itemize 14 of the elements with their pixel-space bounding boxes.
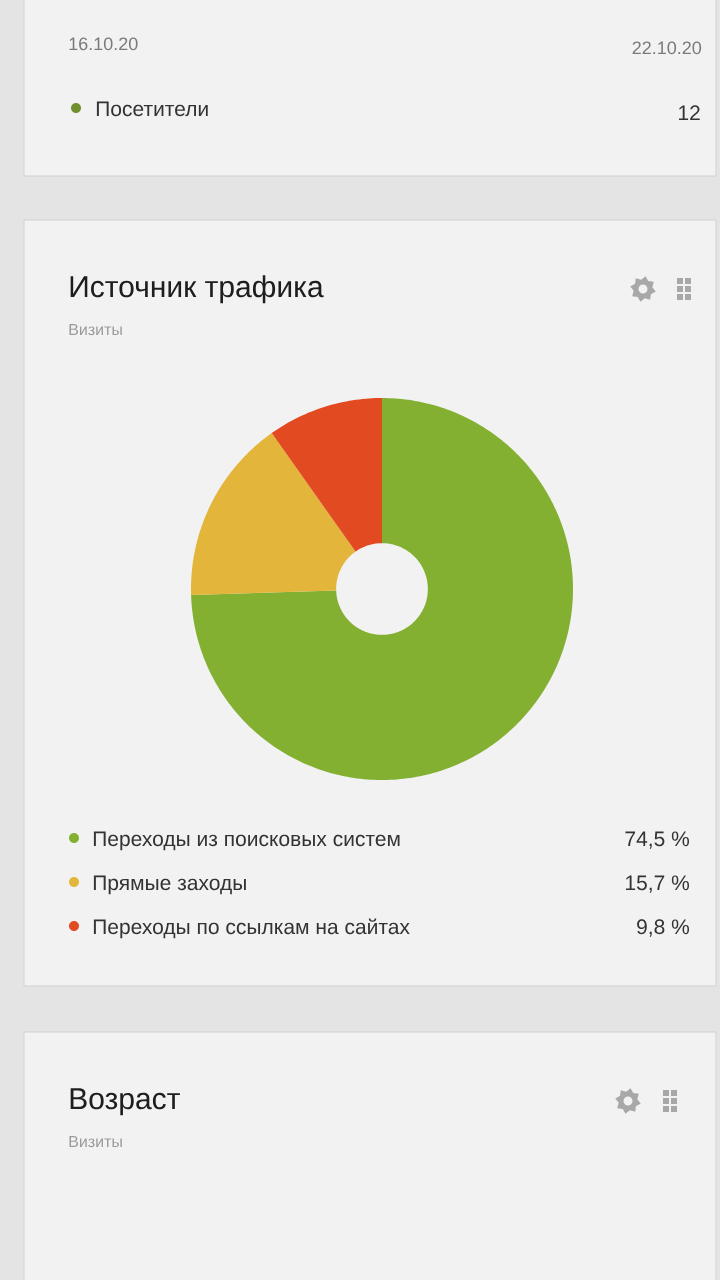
legend-label: Прямые заходы bbox=[93, 875, 246, 895]
legend-label: Переходы из поисковых систем bbox=[93, 831, 400, 851]
text: Визиты bbox=[69, 1136, 122, 1148]
text: Посетители bbox=[96, 101, 208, 117]
text: 22.10.20 bbox=[632, 41, 702, 55]
text: 16.10.20 bbox=[69, 37, 138, 51]
data-label: 74,5 % bbox=[625, 831, 690, 849]
data-label: 15,7 % bbox=[626, 875, 690, 893]
chart-title: Источник трафика bbox=[70, 275, 324, 304]
legend-label: Переходы по ссылкам на сайтах bbox=[93, 918, 410, 939]
chart-subtitle: Визиты bbox=[69, 324, 122, 336]
data-label: 9,8 % bbox=[637, 919, 690, 937]
text: 12 bbox=[679, 105, 700, 121]
text: Возраст bbox=[70, 1088, 180, 1116]
